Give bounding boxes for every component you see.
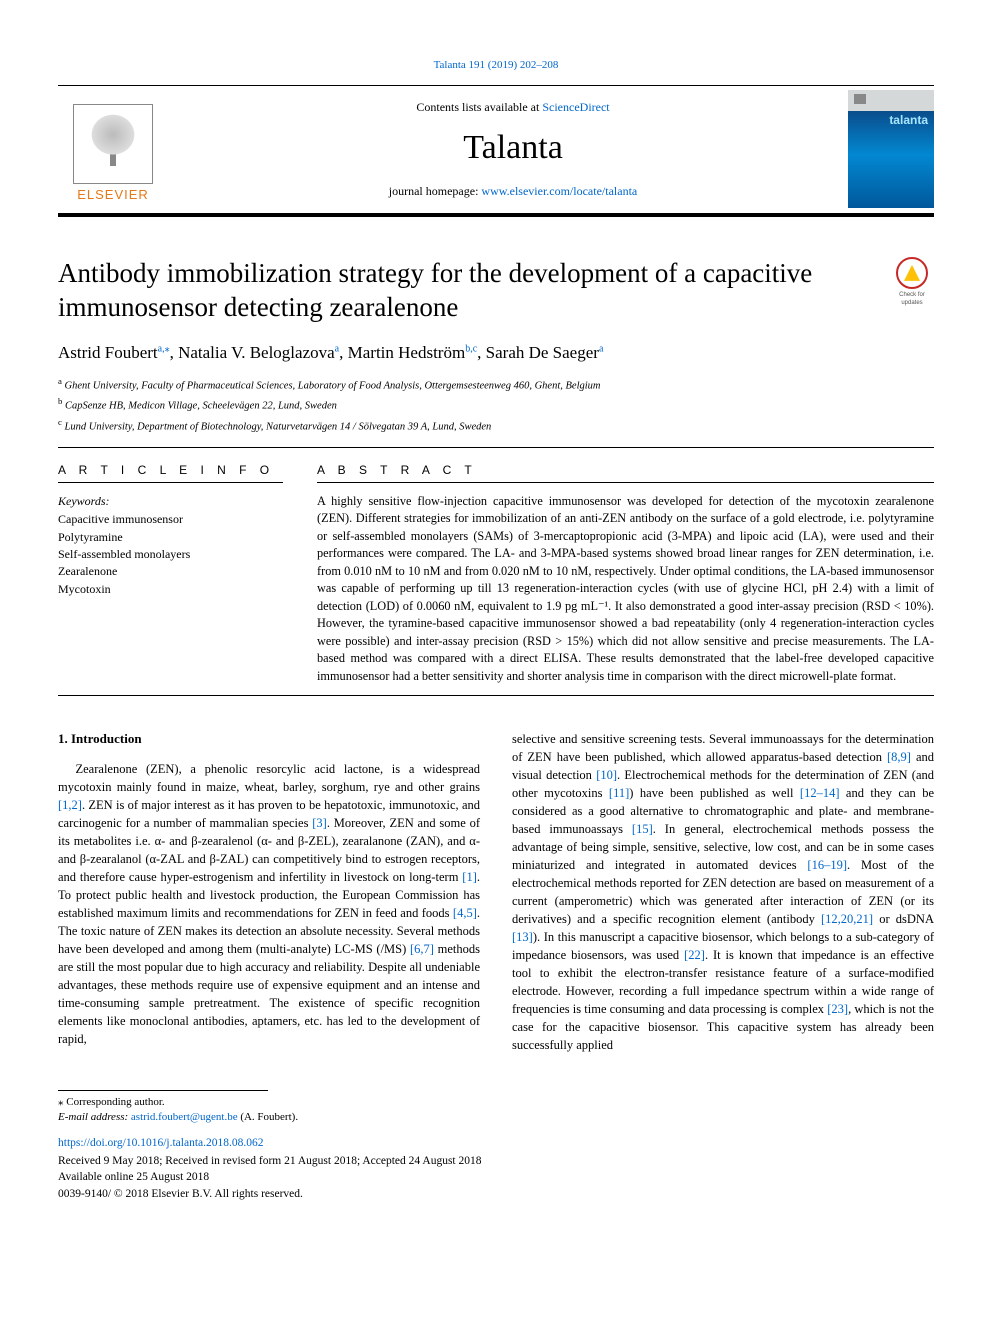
homepage-prefix: journal homepage: <box>389 184 482 198</box>
author-1: Astrid Foubert <box>58 343 158 362</box>
info-rule <box>58 482 283 483</box>
abstract-rule <box>317 482 934 483</box>
author-4: , Sarah De Saeger <box>477 343 599 362</box>
available-online: Available online 25 August 2018 <box>58 1169 934 1185</box>
publisher-name: ELSEVIER <box>77 186 149 204</box>
keyword-3: Self-assembled monolayers <box>58 546 283 563</box>
article-title-line2: immunosensor detecting zearalenone <box>58 292 458 322</box>
affiliation-a: Ghent University, Faculty of Pharmaceuti… <box>65 381 601 392</box>
affiliation-b: CapSenze HB, Medicon Village, Scheeleväg… <box>65 401 337 412</box>
article-title-line1: Antibody immobilization strategy for the… <box>58 258 812 288</box>
crossmark-text2: updates <box>890 299 934 307</box>
section-1-heading: 1. Introduction <box>58 730 480 748</box>
copyright-line: 0039-9140/ © 2018 Elsevier B.V. All righ… <box>58 1186 934 1202</box>
journal-name: Talanta <box>188 125 838 171</box>
homepage-line: journal homepage: www.elsevier.com/locat… <box>188 183 838 199</box>
ref-4-5[interactable]: [4,5] <box>453 906 477 920</box>
author-3: , Martin Hedström <box>339 343 465 362</box>
divider-bottom <box>58 695 934 696</box>
ref-12-20-21[interactable]: [12,20,21] <box>821 912 873 926</box>
keyword-2: Polytyramine <box>58 529 283 546</box>
contents-line: Contents lists available at ScienceDirec… <box>188 99 838 115</box>
journal-cover-thumb: talanta <box>848 90 934 208</box>
divider-top <box>58 447 934 448</box>
corr-email-link[interactable]: astrid.foubert@ugent.be <box>131 1111 238 1123</box>
author-2: , Natalia V. Beloglazova <box>170 343 335 362</box>
crossmark-badge[interactable]: Check for updates <box>890 257 934 309</box>
ref-16-19[interactable]: [16–19] <box>807 858 847 872</box>
crossmark-text1: Check for <box>890 291 934 299</box>
article-info-label: A R T I C L E I N F O <box>58 462 283 478</box>
issue-reference: Talanta 191 (2019) 202–208 <box>58 58 934 73</box>
publisher-logo: ELSEVIER <box>58 89 168 209</box>
affiliation-c: Lund University, Department of Biotechno… <box>65 421 492 432</box>
ref-11[interactable]: [11] <box>609 786 629 800</box>
keyword-5: Mycotoxin <box>58 581 283 598</box>
ref-12-14[interactable]: [12–14] <box>800 786 840 800</box>
doi-link[interactable]: https://doi.org/10.1016/j.talanta.2018.0… <box>58 1137 264 1149</box>
ref-13[interactable]: [13] <box>512 930 533 944</box>
affiliations: a Ghent University, Faculty of Pharmaceu… <box>58 375 934 435</box>
email-label: E-mail address: <box>58 1111 131 1123</box>
article-title: Antibody immobilization strategy for the… <box>58 257 870 325</box>
ref-8-9[interactable]: [8,9] <box>887 750 911 764</box>
abstract-text: A highly sensitive flow-injection capaci… <box>317 493 934 685</box>
authors-line: Astrid Fouberta,⁎, Natalia V. Beloglazov… <box>58 342 934 365</box>
cover-title: talanta <box>889 112 928 128</box>
author-4-aff[interactable]: a <box>599 344 603 355</box>
corresponding-note: ⁎ Corresponding author. <box>58 1095 934 1110</box>
ref-3[interactable]: [3] <box>312 816 327 830</box>
footnotes: ⁎ Corresponding author. E-mail address: … <box>58 1095 934 1126</box>
doi-line: https://doi.org/10.1016/j.talanta.2018.0… <box>58 1136 934 1152</box>
ref-1-2[interactable]: [1,2] <box>58 798 82 812</box>
elsevier-tree-icon <box>73 104 153 184</box>
article-history: Received 9 May 2018; Received in revised… <box>58 1153 934 1201</box>
ref-6-7[interactable]: [6,7] <box>410 942 434 956</box>
ref-10[interactable]: [10] <box>596 768 617 782</box>
ref-22[interactable]: [22] <box>684 948 705 962</box>
intro-para-right: selective and sensitive screening tests.… <box>512 730 934 1054</box>
contents-prefix: Contents lists available at <box>416 100 542 114</box>
ref-15[interactable]: [15] <box>632 822 653 836</box>
issue-reference-link[interactable]: Talanta 191 (2019) 202–208 <box>434 59 559 71</box>
body-column-left: 1. Introduction Zearalenone (ZEN), a phe… <box>58 730 480 1054</box>
email-suffix: (A. Foubert). <box>238 1111 299 1123</box>
body-column-right: selective and sensitive screening tests.… <box>512 730 934 1054</box>
sciencedirect-link[interactable]: ScienceDirect <box>542 100 609 114</box>
homepage-link[interactable]: www.elsevier.com/locate/talanta <box>481 184 637 198</box>
author-1-aff[interactable]: a, <box>158 344 165 355</box>
keyword-4: Zearalenone <box>58 563 283 580</box>
intro-para-left: Zearalenone (ZEN), a phenolic resorcylic… <box>58 760 480 1048</box>
keywords-list: Capacitive immunosensor Polytyramine Sel… <box>58 511 283 598</box>
ref-23[interactable]: [23] <box>827 1002 848 1016</box>
crossmark-icon <box>896 257 928 289</box>
ref-1b[interactable]: [1] <box>462 870 477 884</box>
history-dates: Received 9 May 2018; Received in revised… <box>58 1153 934 1169</box>
journal-header: ELSEVIER Contents lists available at Sci… <box>58 85 934 217</box>
keywords-heading: Keywords: <box>58 493 283 509</box>
abstract-label: A B S T R A C T <box>317 462 934 478</box>
keyword-1: Capacitive immunosensor <box>58 511 283 528</box>
author-3-aff[interactable]: b,c <box>465 344 477 355</box>
